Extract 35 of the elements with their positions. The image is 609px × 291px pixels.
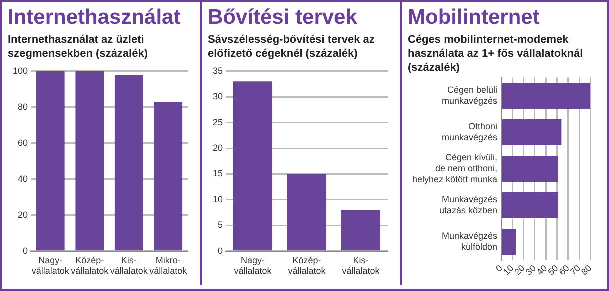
x-tick-label: Kis- vállalatok [110, 255, 148, 276]
x-tick-label: Mikro- vállalatok [150, 255, 188, 276]
y-tick-label: 100 [12, 66, 28, 76]
chart-subtitle: Céges mobilinternet-modemek használata az 1+ fős vállalatoknál (százalék) [408, 33, 584, 74]
y-tick-label: 60 [18, 138, 28, 148]
y-tick-label: 20 [18, 210, 28, 220]
bar [288, 174, 327, 251]
bar [234, 82, 273, 251]
chart-title: Mobilinternet [408, 6, 541, 30]
y-tick-label: 30 [212, 92, 224, 102]
y-tick-label: 80 [18, 102, 28, 112]
y-tick-label: 15 [212, 168, 224, 179]
x-tick-label: Közép- vállalatok [71, 255, 110, 276]
chart-title: Internethasználat [8, 6, 182, 30]
chart-subtitle: Internethasználat az üzleti szegmensekben (százalék) [8, 33, 150, 62]
chart-subtitle: Sávszélesség-bővítési tervek az előfizető cégeknél (százalék) [208, 33, 376, 62]
y-tick-label: 40 [18, 174, 28, 184]
y-tick-label: Cégen belüli munkavégzés [442, 85, 498, 106]
y-tick-label: 25 [212, 117, 224, 128]
x-tick-label: Közép- vállalatok [288, 255, 326, 276]
y-tick-label: Cégen kívüli, de nem otthoni, helyhez kötött munka [412, 152, 498, 184]
chart-title: Bővítési tervek [208, 6, 358, 30]
y-tick-label: 0 [23, 246, 28, 256]
y-tick-label: 20 [212, 143, 224, 154]
y-tick-label: 10 [212, 194, 224, 204]
x-tick-label: Nagy- vállalatok [32, 255, 70, 276]
y-tick-label: Munkavégzés utazás közben [439, 194, 498, 216]
x-tick-label: Nagy- vállalatok [234, 255, 272, 276]
bar [341, 210, 381, 251]
y-tick-label: 0 [218, 246, 224, 256]
y-tick-label: 35 [212, 66, 224, 76]
y-tick-label: Munkavégzés külföldön [442, 231, 498, 252]
x-tick-label: Kis- vállalatok [342, 255, 380, 276]
y-tick-label: 5 [218, 220, 224, 230]
y-tick-label: Otthoni munkavégzés [442, 122, 498, 142]
